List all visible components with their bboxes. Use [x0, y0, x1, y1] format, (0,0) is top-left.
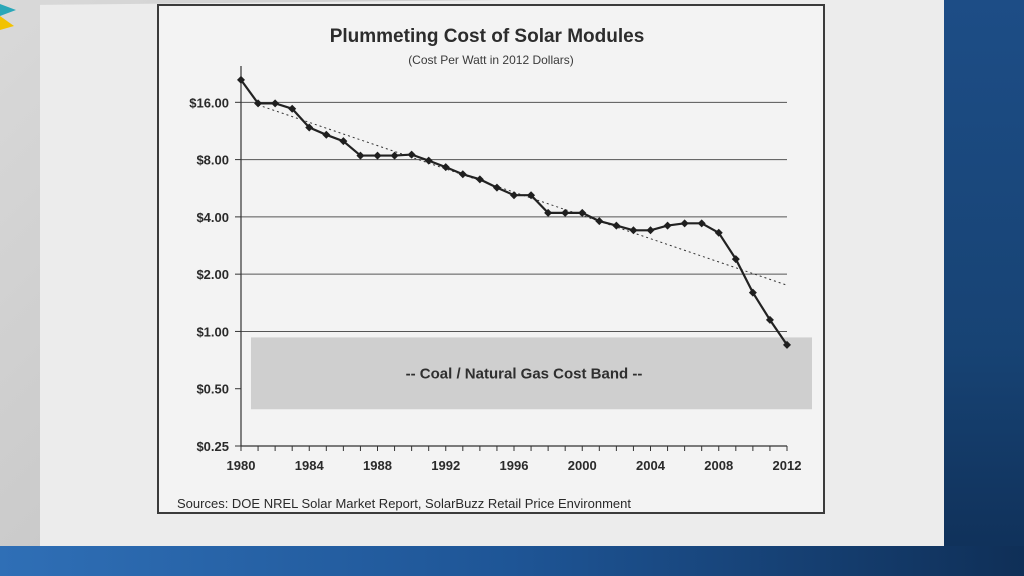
y-tick-label: $4.00	[196, 210, 229, 225]
data-point	[646, 226, 655, 235]
data-point	[424, 156, 433, 165]
y-tick-label: $0.25	[196, 439, 229, 454]
data-point	[407, 150, 416, 159]
data-point	[475, 175, 484, 184]
x-tick-label: 1984	[295, 458, 325, 473]
cost-band-label: -- Coal / Natural Gas Cost Band --	[406, 365, 643, 382]
y-tick-label: $2.00	[196, 267, 229, 282]
chart-panel: Plummeting Cost of Solar Modules (Cost P…	[157, 4, 825, 514]
data-point	[373, 151, 382, 160]
y-tick-label: $0.50	[196, 382, 229, 397]
x-tick-label: 1996	[500, 458, 529, 473]
data-point	[441, 163, 450, 172]
data-point	[697, 219, 706, 228]
trend-line	[257, 104, 788, 286]
data-point	[510, 191, 518, 200]
data-point	[544, 208, 553, 217]
data-point	[492, 183, 501, 192]
cost-band	[251, 337, 812, 410]
data-point	[663, 221, 672, 230]
x-tick-label: 2008	[704, 458, 733, 473]
data-point	[339, 137, 348, 146]
data-point	[390, 151, 399, 160]
y-tick-label: $16.00	[189, 95, 229, 110]
data-point	[356, 151, 365, 160]
data-point	[271, 99, 280, 108]
data-point	[595, 217, 604, 226]
data-point	[527, 191, 536, 200]
cost-series-line	[240, 79, 788, 346]
x-tick-label: 1980	[227, 458, 256, 473]
x-tick-label: 1988	[363, 458, 392, 473]
x-tick-label: 2004	[636, 458, 666, 473]
data-point	[322, 130, 331, 139]
x-tick-label: 2012	[773, 458, 802, 473]
chart-source: Sources: DOE NREL Solar Market Report, S…	[177, 496, 631, 511]
data-point	[731, 255, 740, 264]
screen-frame-bottom	[0, 546, 1024, 576]
screen-frame-right	[944, 0, 1024, 576]
data-point	[288, 104, 297, 113]
y-tick-label: $8.00	[196, 153, 229, 168]
chart-title: Plummeting Cost of Solar Modules	[330, 26, 645, 47]
corner-logo-icon	[0, 4, 16, 30]
x-tick-label: 1992	[431, 458, 460, 473]
data-point	[748, 288, 757, 297]
data-point	[714, 228, 723, 237]
data-point	[458, 170, 467, 179]
data-point	[612, 221, 621, 230]
data-point	[561, 208, 570, 217]
data-point	[237, 75, 245, 84]
y-tick-label: $1.00	[196, 324, 229, 339]
data-point	[305, 123, 314, 132]
data-point	[765, 315, 774, 324]
data-point	[783, 340, 791, 349]
data-point	[629, 226, 638, 235]
data-point	[254, 99, 263, 108]
x-tick-label: 2000	[568, 458, 597, 473]
solar-cost-chart: Plummeting Cost of Solar Modules (Cost P…	[177, 26, 812, 511]
data-point	[680, 219, 689, 228]
data-point	[578, 208, 587, 217]
chart-subtitle: (Cost Per Watt in 2012 Dollars)	[408, 53, 574, 67]
